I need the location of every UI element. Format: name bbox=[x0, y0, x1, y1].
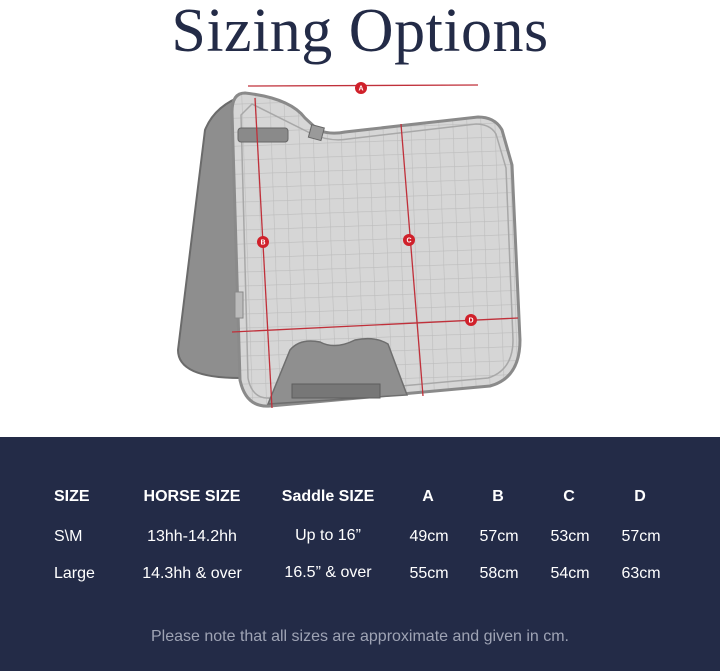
table-cell: 57cm bbox=[621, 528, 661, 545]
svg-text:C: C bbox=[406, 238, 411, 245]
header-d: D bbox=[634, 488, 646, 505]
table-cell: 57cm bbox=[479, 528, 519, 545]
back-panel bbox=[176, 93, 247, 380]
marker-c: C bbox=[403, 234, 415, 246]
header-c: C bbox=[563, 488, 575, 505]
svg-text:A: A bbox=[358, 86, 363, 93]
header-size: SIZE bbox=[54, 488, 90, 505]
page-title: Sizing Options bbox=[171, 0, 549, 65]
svg-text:B: B bbox=[260, 240, 265, 247]
table-cell: Large bbox=[54, 565, 95, 582]
table-cell: Up to 16” bbox=[295, 527, 361, 544]
table-cell: 63cm bbox=[621, 565, 661, 582]
sizing-table-panel: SIZE HORSE SIZE Saddle SIZE A B C D S\M … bbox=[0, 437, 720, 671]
marker-b: B bbox=[257, 236, 269, 248]
table-cell: 16.5” & over bbox=[284, 564, 372, 581]
table-cell: 13hh-14.2hh bbox=[147, 528, 237, 545]
sizing-note: Please note that all sizes are approxima… bbox=[150, 628, 569, 645]
table-cell: 14.3hh & over bbox=[142, 565, 242, 582]
table-cell: S\M bbox=[54, 528, 83, 545]
header-saddle-size: Saddle SIZE bbox=[281, 488, 375, 505]
header-b: B bbox=[492, 488, 504, 505]
header-a: A bbox=[422, 488, 434, 505]
saddle-pad-diagram: A B C D bbox=[176, 82, 522, 409]
svg-text:D: D bbox=[468, 318, 473, 325]
marker-d: D bbox=[465, 314, 477, 326]
pad-body bbox=[230, 91, 522, 408]
table-cell: 53cm bbox=[550, 528, 590, 545]
marker-a: A bbox=[355, 82, 367, 94]
table-cell: 49cm bbox=[409, 528, 449, 545]
table-cell: 54cm bbox=[550, 565, 590, 582]
table-cell: 58cm bbox=[479, 565, 519, 582]
table-cell: 55cm bbox=[409, 565, 449, 582]
header-horse-size: HORSE SIZE bbox=[143, 488, 241, 505]
